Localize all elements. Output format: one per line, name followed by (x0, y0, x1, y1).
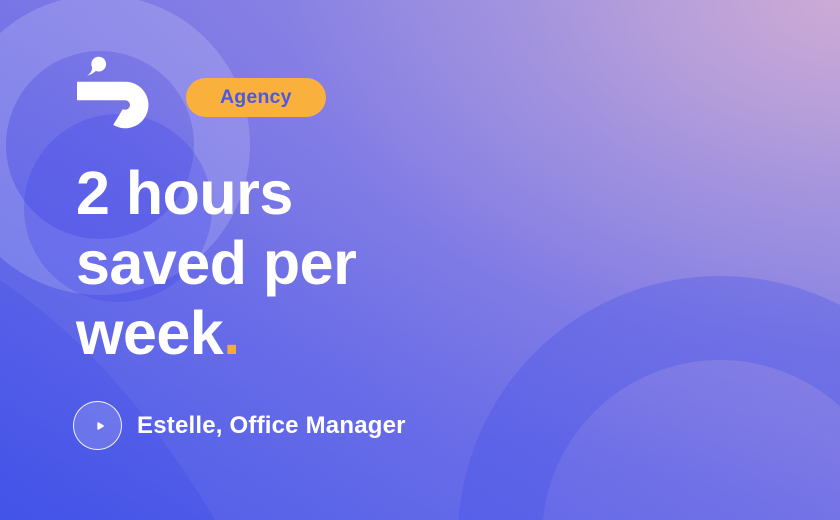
play-icon (97, 421, 104, 430)
brand-hook-logo-icon (77, 56, 149, 129)
top-left-disc-shape (24, 114, 212, 302)
headline-line-2: saved per (76, 229, 357, 297)
logo-hook-stroke (77, 81, 149, 129)
headline-accent-period: . (223, 299, 240, 367)
logo-comma-mark (87, 56, 107, 76)
category-badge: Agency (186, 78, 326, 117)
headline-line-1: 2 hours (76, 159, 293, 227)
bottom-right-ring-shape (458, 276, 840, 520)
headline-line-3: week. (76, 298, 356, 368)
category-badge-label: Agency (220, 86, 292, 108)
attribution-row: Estelle, Office Manager (73, 401, 406, 450)
headline: 2 hours saved per week. (76, 158, 357, 368)
headline-line-3-text: week (76, 299, 224, 367)
attribution-label: Estelle, Office Manager (137, 411, 406, 439)
top-left-ring-shape (0, 0, 250, 295)
play-button[interactable] (73, 401, 122, 450)
